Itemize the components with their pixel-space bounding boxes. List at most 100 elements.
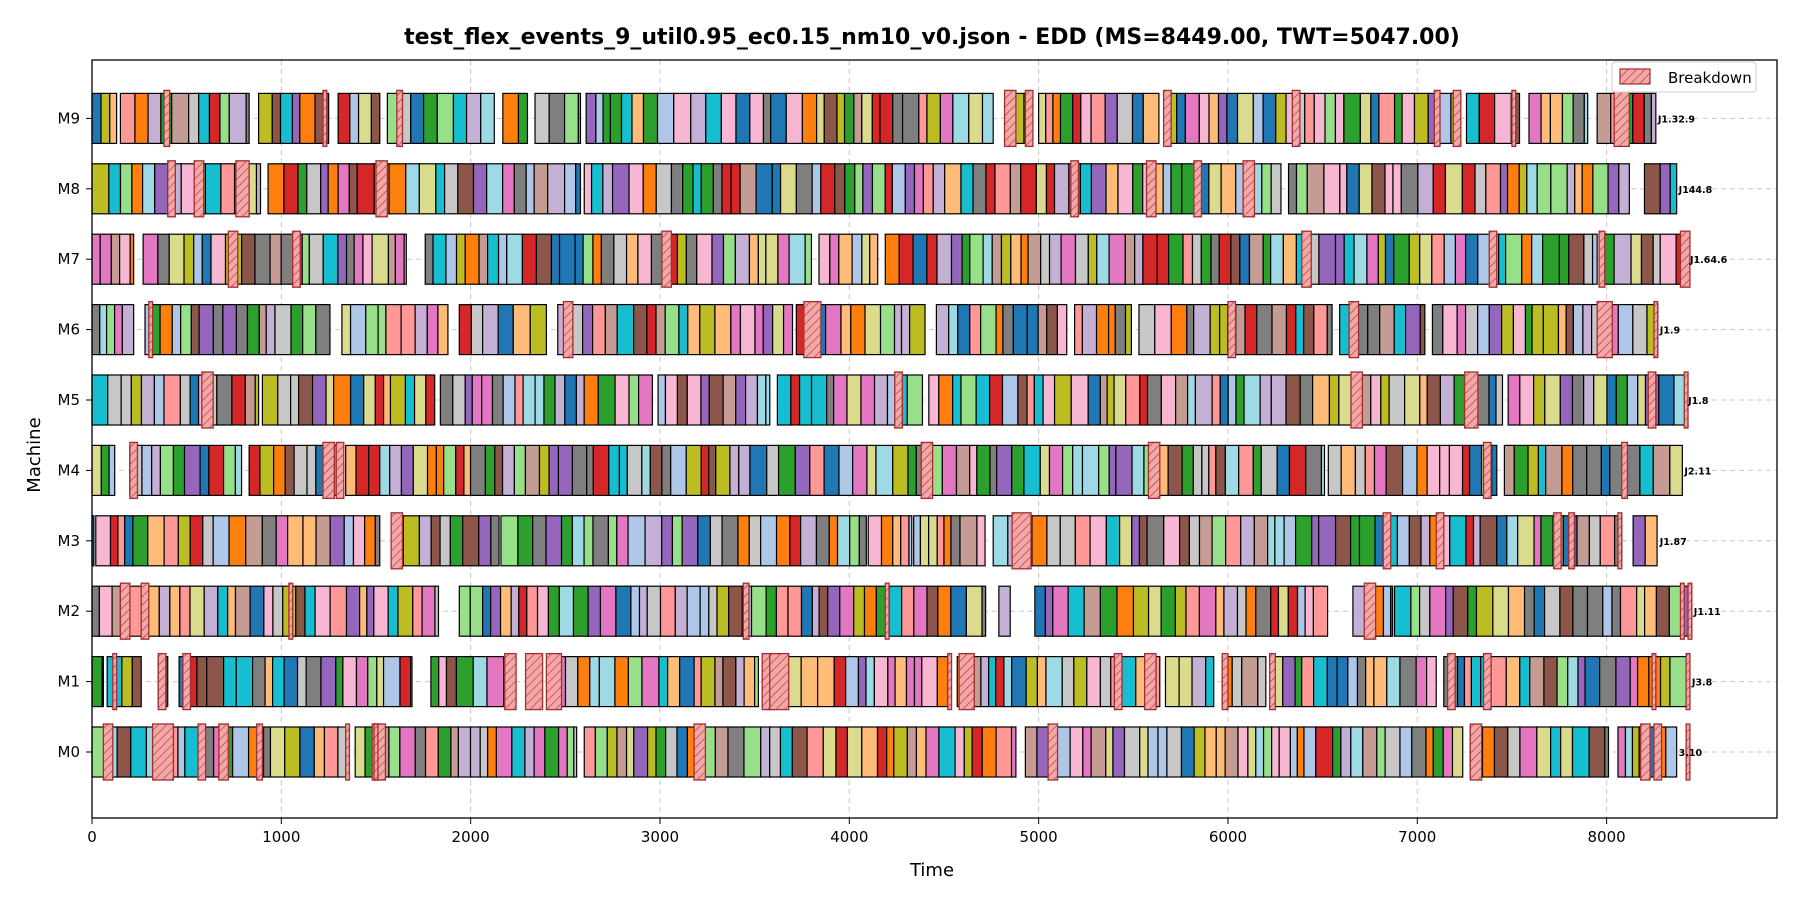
job-bar [108,444,116,496]
job-bar [1255,585,1272,637]
breakdown-bar [119,582,131,640]
job-bar [743,726,762,778]
job-bar [749,92,765,145]
job-bar [1583,233,1594,285]
breakdown-bar [129,441,139,500]
job-bar [283,163,299,215]
job-bar [547,163,566,215]
job-bar [649,444,663,496]
job-bar [500,515,519,567]
job-bar [1499,163,1509,215]
job-bar [628,374,640,426]
job-bar [1617,304,1634,356]
job-bar [1470,655,1482,708]
job-bar [1073,655,1088,708]
job-bar [1312,374,1331,426]
job-bar [1507,726,1521,778]
job-bar [583,163,593,215]
job-bar [572,585,589,637]
job-bar [1543,655,1558,708]
job-bar [641,444,651,496]
job-bar [462,515,480,567]
job-bar [1512,304,1527,356]
job-end-label: J1.8 [1687,396,1709,407]
job-bar [177,726,186,778]
job-bar [119,92,136,145]
job-bar [995,726,1013,778]
job-bar [100,444,110,496]
job-bar [1659,233,1677,285]
job-bar [249,585,265,637]
job-bar [479,726,489,778]
job-bar [306,163,322,215]
job-bar [478,233,489,285]
job-bar [1271,304,1288,356]
job-bar [1652,444,1671,496]
job-bar [754,655,760,708]
job-bar [443,444,457,496]
job-bar [904,163,916,215]
job-bar [482,304,499,356]
job-bar [715,444,731,496]
job-bar [1367,304,1381,356]
job-bar [534,92,550,145]
job-bar [1393,92,1403,145]
job-bar [426,444,437,496]
job-bar [787,585,803,637]
job-bar [1099,585,1118,637]
job-bar [147,585,160,637]
x-tick-label: 8000 [1588,828,1626,846]
job-bar [371,233,390,285]
job-bar [506,233,524,285]
job-bar [1478,92,1496,145]
job-bar [664,304,680,356]
job-bar [513,163,527,215]
job-bar [220,163,236,215]
job-bar [201,233,212,285]
job-bar [627,515,646,567]
breakdown-bar [345,723,351,781]
job-bar [1543,585,1561,637]
job-bar [880,515,894,567]
job-bar [597,374,616,426]
chart-title: test_flex_events_9_util0.95_ec0.15_nm10_… [404,25,1460,50]
job-bar [1615,374,1628,426]
job-bar [1533,515,1542,567]
job-bar [1498,233,1507,285]
job-bar [510,585,520,637]
job-bar [679,655,695,708]
job-bar [739,163,757,215]
job-bar [526,585,539,637]
job-bar [861,726,879,778]
job-bar [1204,726,1217,778]
job-bar [1631,726,1640,778]
job-bar [91,374,109,426]
job-bar [602,92,611,145]
job-bar [1560,726,1574,778]
job-bar [980,655,990,708]
job-bar [301,233,310,285]
job-bar [1463,655,1472,708]
job-bar [1270,585,1280,637]
job-bar [1139,726,1149,778]
job-bar [345,233,355,285]
job-bar [1191,233,1202,285]
job-bar [851,233,863,285]
job-bar [1191,655,1207,708]
job-bar [296,655,307,708]
job-bar [794,444,811,496]
job-bar [545,515,563,567]
job-bar [1572,92,1585,145]
job-bar [255,163,262,215]
job-bar [283,655,299,708]
job-bar [1208,163,1222,215]
job-bar [557,444,574,496]
job-bar [822,726,837,778]
job-bar [1456,304,1467,356]
job-bar [700,444,710,496]
job-bar [1326,655,1338,708]
job-bar [1370,374,1382,426]
job-bar [1379,304,1395,356]
breakdown-bar [235,160,250,218]
job-bar [1215,444,1226,496]
